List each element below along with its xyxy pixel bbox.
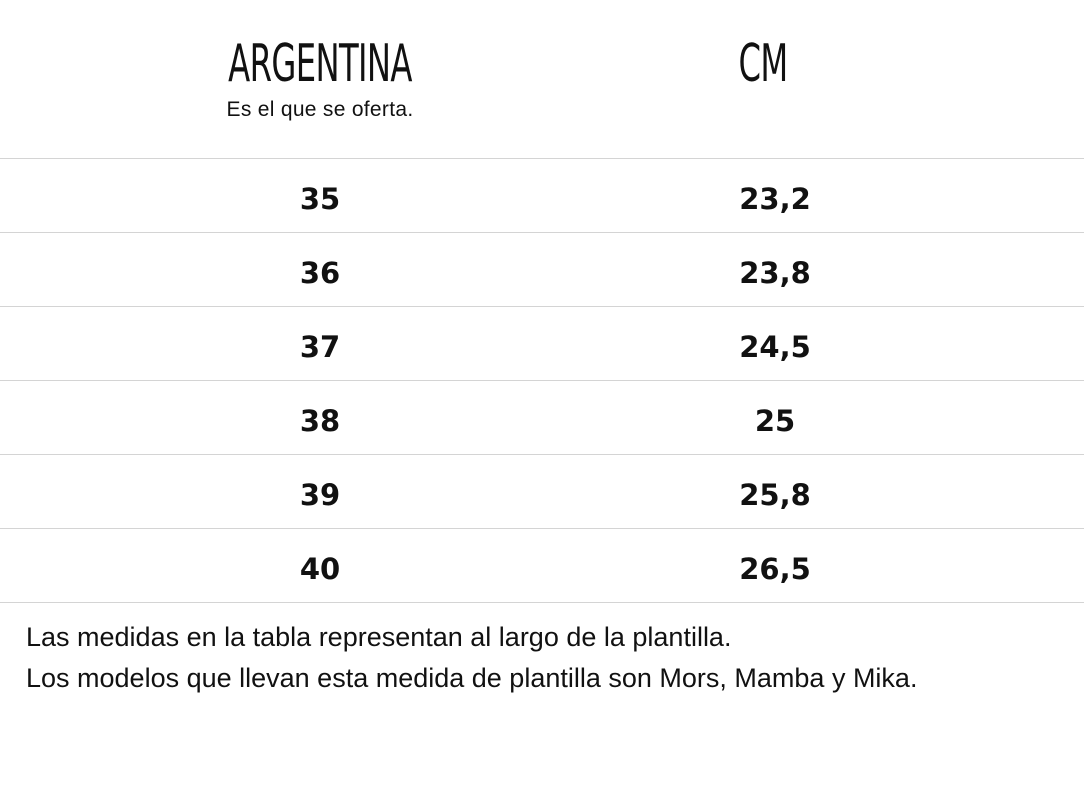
size-cell: 35 xyxy=(299,182,341,216)
size-cell: 39 xyxy=(299,478,341,512)
cm-cell: 23,2 xyxy=(739,182,811,216)
note-line-2: Los modelos que llevan esta medida de pl… xyxy=(26,663,918,693)
size-cell: 38 xyxy=(299,404,341,438)
cm-cell: 26,5 xyxy=(739,552,811,586)
table-row: 39 25,8 xyxy=(0,454,1084,528)
cm-cell: 25 xyxy=(754,404,796,438)
argentina-subtitle: Es el que se oferta. xyxy=(226,98,414,121)
table-row: 35 23,2 xyxy=(0,158,1084,232)
cm-cell: 25,8 xyxy=(739,478,811,512)
table-row: 37 24,5 xyxy=(0,306,1084,380)
argentina-title: ARGENTINA xyxy=(228,34,412,94)
argentina-column-header: ARGENTINA Es el que se oferta. xyxy=(160,30,480,122)
size-cell: 37 xyxy=(299,330,341,364)
cm-column-header: CM xyxy=(603,30,923,98)
cm-title: CM xyxy=(738,34,788,94)
size-cell: 40 xyxy=(299,552,341,586)
measurement-note: Las medidas en la tabla representan al l… xyxy=(26,617,1066,699)
table-row: 38 25 xyxy=(0,380,1084,454)
table-row: 40 26,5 xyxy=(0,528,1084,603)
cm-cell: 24,5 xyxy=(739,330,811,364)
size-table: 35 23,2 36 23,8 37 24,5 38 25 39 25,8 40… xyxy=(0,158,1084,603)
note-line-1: Las medidas en la tabla representan al l… xyxy=(26,622,732,652)
size-cell: 36 xyxy=(299,256,341,290)
cm-cell: 23,8 xyxy=(739,256,811,290)
table-row: 36 23,8 xyxy=(0,232,1084,306)
